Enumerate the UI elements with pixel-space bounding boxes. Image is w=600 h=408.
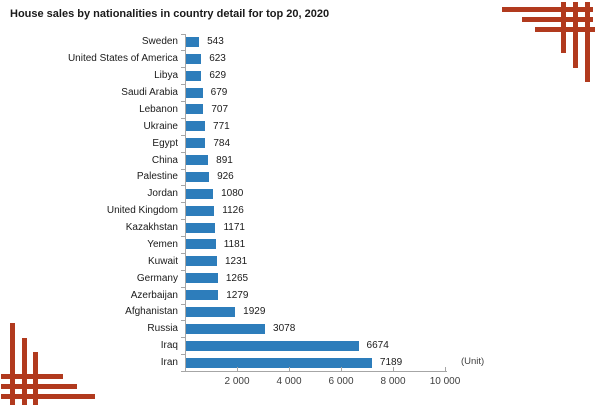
bar: [185, 171, 210, 182]
bar: [185, 36, 200, 47]
y-axis-tick: [181, 50, 185, 52]
bar: [185, 290, 219, 301]
x-axis-tick-label: 6 000: [328, 376, 354, 387]
category-label: Lebanon: [139, 103, 178, 115]
bar: [185, 239, 216, 250]
value-label: 1279: [226, 289, 249, 301]
x-axis-tick: [237, 367, 238, 371]
category-label: Azerbaijan: [130, 289, 178, 301]
x-axis-tick-label: 10 000: [429, 376, 461, 387]
category-label: Kuwait: [147, 255, 178, 267]
bar: [185, 53, 202, 64]
bar: [185, 104, 204, 115]
x-axis-tick-label: 4 000: [276, 376, 302, 387]
y-axis-tick: [181, 371, 185, 372]
bar: [185, 306, 236, 317]
y-axis-tick: [181, 303, 185, 305]
category-label: Sweden: [141, 36, 178, 48]
y-axis-tick: [181, 219, 185, 221]
value-label: 926: [217, 171, 234, 183]
y-axis-tick: [181, 236, 185, 237]
bar: [185, 340, 359, 351]
value-label: 3078: [273, 323, 296, 335]
value-label: 679: [210, 87, 228, 99]
y-axis-tick: [181, 117, 185, 119]
bar: [185, 155, 209, 166]
category-label: Egypt: [152, 137, 178, 149]
x-axis-line: [185, 371, 447, 372]
x-axis-tick: [289, 367, 290, 371]
category-label: Iran: [160, 357, 178, 369]
value-label: 1231: [225, 255, 248, 267]
category-label: Jordan: [147, 188, 178, 200]
y-axis-tick: [181, 354, 185, 356]
category-label: Germany: [136, 272, 178, 284]
bar: [185, 256, 217, 267]
y-axis-tick: [181, 134, 185, 136]
value-label: 6674: [366, 340, 389, 352]
bar: [185, 323, 266, 334]
category-label: United Kingdom: [106, 205, 178, 217]
y-axis-tick: [181, 67, 185, 69]
category-label: Yemen: [147, 238, 178, 250]
value-label: 1080: [221, 188, 244, 200]
category-label: Russia: [147, 323, 178, 335]
y-axis-tick: [181, 252, 185, 254]
category-label: Ukraine: [143, 120, 178, 132]
y-axis-tick: [181, 286, 185, 288]
category-label: United States of America: [67, 53, 178, 65]
bar: [185, 138, 206, 149]
value-label: 629: [209, 70, 227, 82]
bar: [185, 188, 214, 199]
bar: [185, 273, 218, 284]
value-label: 891: [216, 154, 233, 166]
y-axis-tick: [181, 84, 185, 86]
y-axis-tick: [181, 320, 185, 322]
y-axis-tick: [181, 101, 185, 102]
corner-motif-bottom-left-icon: [1, 323, 95, 405]
value-label: 1126: [222, 205, 244, 217]
category-label: Palestine: [136, 171, 178, 183]
bar: [185, 70, 202, 81]
corner-motif-top-right-icon: [502, 2, 595, 82]
value-label: 1181: [223, 238, 246, 250]
x-axis-tick-label: 2 000: [224, 376, 250, 387]
value-label: 543: [207, 36, 224, 48]
bar: [185, 222, 216, 233]
bar: [185, 357, 372, 368]
category-label: Afghanistan: [125, 306, 178, 318]
value-label: 707: [211, 103, 229, 115]
y-axis-tick: [181, 168, 185, 170]
bar: [185, 121, 206, 132]
x-axis-tick-label: 8 000: [380, 376, 406, 387]
y-axis-tick: [181, 202, 185, 204]
value-label: 1171: [223, 222, 245, 234]
value-label: 771: [213, 120, 230, 132]
category-label: Libya: [154, 70, 178, 82]
x-axis-tick: [445, 367, 446, 371]
category-label: Iraq: [160, 340, 178, 352]
bar: [185, 87, 203, 98]
y-axis-tick: [181, 33, 185, 35]
y-axis-line: [185, 33, 186, 371]
category-label: Kazakhstan: [125, 222, 178, 234]
chart-title: House sales by nationalities in country …: [10, 8, 330, 20]
category-label: China: [151, 154, 178, 166]
y-axis-tick: [181, 337, 185, 339]
category-label: Saudi Arabia: [121, 87, 178, 99]
value-label: 1929: [243, 306, 266, 318]
y-axis-tick: [181, 269, 185, 271]
value-label: 7189: [379, 357, 403, 369]
x-axis-tick: [393, 367, 394, 371]
y-axis-tick: [181, 151, 185, 153]
unit-label: (Unit): [461, 356, 485, 367]
value-label: 623: [209, 53, 226, 65]
value-label: 1265: [225, 272, 249, 284]
x-axis-tick: [341, 367, 342, 371]
value-label: 784: [213, 137, 231, 149]
bar: [185, 205, 215, 216]
y-axis-tick: [181, 185, 185, 187]
